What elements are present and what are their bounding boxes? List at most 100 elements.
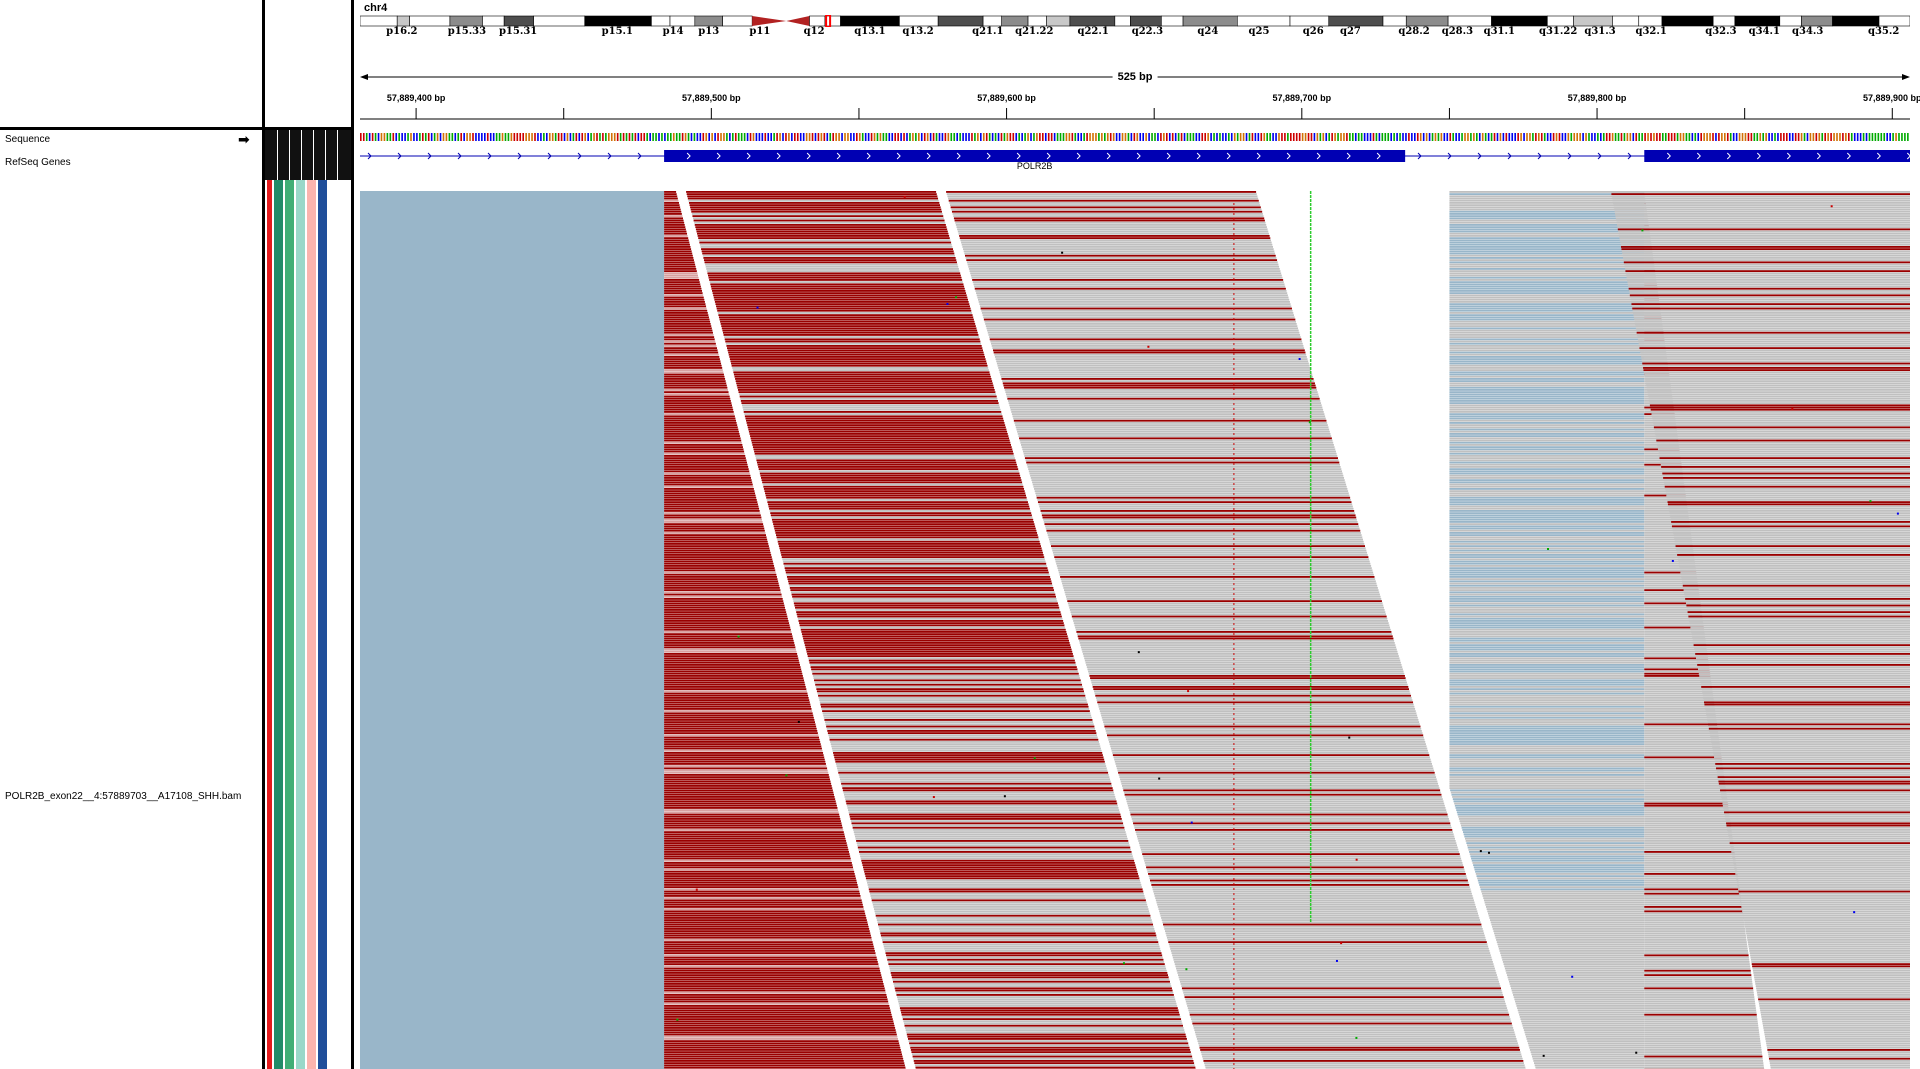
read-segment — [664, 796, 835, 798]
read-segment — [1099, 708, 1416, 710]
sequence-base — [1788, 133, 1791, 141]
read-segment — [1644, 490, 1686, 493]
read-segment — [1767, 1051, 1910, 1054]
sequence-track[interactable] — [360, 131, 1910, 143]
ideogram-band[interactable] — [1878, 15, 1910, 27]
sequence-base — [534, 133, 536, 141]
read-segment — [664, 989, 886, 992]
band-label: q13.2 — [902, 26, 934, 37]
read-segment — [909, 1044, 1189, 1047]
attribute-color-7[interactable] — [329, 180, 338, 1069]
refseq-track-name[interactable]: RefSeq Genes — [5, 157, 71, 168]
read-segment — [1744, 925, 1910, 928]
read-segment — [1696, 659, 1910, 662]
read-segment — [664, 943, 874, 946]
read-segment — [1713, 752, 1910, 754]
chromosome-ideogram[interactable] — [360, 15, 1910, 27]
read-segment — [664, 404, 732, 407]
read-segment — [1449, 254, 1645, 257]
read-segment — [1455, 807, 1645, 809]
centromere-p-band[interactable] — [752, 16, 787, 26]
read-segment — [1669, 510, 1910, 512]
centromere-q-band[interactable] — [786, 16, 810, 26]
attribute-color-3[interactable] — [285, 180, 294, 1069]
read-segment — [1712, 747, 1910, 750]
refseq-gene-track[interactable] — [360, 146, 1910, 176]
read-soft-region[interactable] — [360, 191, 665, 1069]
sequence-base — [876, 133, 879, 141]
sequence-base — [1750, 133, 1753, 141]
attribute-color-5[interactable] — [307, 180, 316, 1069]
sequence-track-name[interactable]: Sequence — [5, 134, 51, 145]
read-segment — [856, 840, 1129, 842]
read-segment — [1449, 210, 1645, 213]
read-segment — [1449, 525, 1645, 528]
read-segment — [1041, 512, 1355, 515]
alignment-track-name[interactable]: POLR2B_exon22__4:57889703__A17108_SHH.ba… — [5, 791, 242, 802]
read-segment — [1613, 206, 1910, 209]
read-segment — [754, 452, 1014, 455]
read-segment — [664, 846, 848, 849]
read-segment — [664, 386, 728, 389]
read-segment — [1666, 494, 1910, 497]
alignment-track[interactable] — [360, 183, 1910, 1069]
read-segment — [1178, 974, 1497, 977]
read-segment — [876, 919, 1152, 922]
read-segment — [1644, 919, 1744, 922]
data-panel[interactable]: chr4 p16.2 p15.33 p15.31 p15.1 p14 p13 p11 q12 q… — [354, 0, 1920, 1069]
read-segment — [1453, 800, 1645, 803]
read-rows[interactable] — [664, 191, 1910, 1069]
span-left-arrow-icon — [360, 74, 368, 80]
read-segment — [1011, 411, 1324, 413]
read-segment — [1161, 919, 1481, 922]
attribute-color-2[interactable] — [274, 180, 283, 1069]
read-segment — [664, 395, 730, 398]
sequence-base — [779, 133, 781, 141]
read-segment — [1750, 956, 1910, 959]
attribute-color-4[interactable] — [296, 180, 305, 1069]
sequence-base — [1558, 133, 1561, 141]
sequence-base — [1337, 133, 1339, 141]
sequence-base — [1166, 133, 1168, 141]
gene-exon-2[interactable] — [1644, 150, 1910, 162]
read-segment — [1644, 813, 1730, 816]
read-segment — [1722, 800, 1910, 803]
read-segment — [1492, 925, 1645, 928]
sequence-base — [1830, 133, 1832, 141]
read-segment — [837, 767, 1107, 770]
read-segment — [753, 448, 1013, 451]
read-segment — [1050, 545, 1366, 548]
read-segment — [664, 448, 744, 451]
exon-chevron-icon — [1786, 152, 1791, 160]
read-segment — [1035, 492, 1349, 495]
sequence-base — [1517, 133, 1519, 141]
read-segment — [1449, 565, 1645, 567]
sequence-base — [1780, 133, 1782, 141]
gene-exon-1[interactable] — [664, 150, 1406, 162]
read-segment — [1644, 510, 1688, 512]
attribute-color-1[interactable] — [267, 180, 272, 1069]
read-segment — [1022, 448, 1336, 451]
read-segment — [820, 703, 1088, 706]
sequence-base — [944, 133, 947, 141]
sequence-base — [1254, 133, 1257, 141]
sequence-base — [1411, 133, 1413, 141]
read-segment — [1644, 996, 1755, 999]
read-segment — [1744, 923, 1910, 926]
read-segment — [1633, 314, 1910, 317]
read-segment — [747, 426, 1006, 429]
sequence-base — [1535, 133, 1537, 141]
read-segment — [664, 243, 690, 246]
read-segment — [664, 974, 882, 977]
read-segment — [1449, 206, 1645, 209]
attribute-color-6[interactable] — [318, 180, 327, 1069]
strand-arrow-icon[interactable]: ➡ — [238, 131, 250, 147]
read-segment — [664, 776, 830, 779]
read-segment — [1449, 782, 1645, 785]
mismatch-base — [1635, 1051, 1638, 1054]
strand-chevron-icon — [517, 152, 522, 160]
attribute-columns[interactable] — [265, 180, 351, 1069]
read-segment — [1504, 967, 1645, 970]
read-segment — [833, 754, 1103, 757]
sequence-base — [956, 133, 959, 141]
